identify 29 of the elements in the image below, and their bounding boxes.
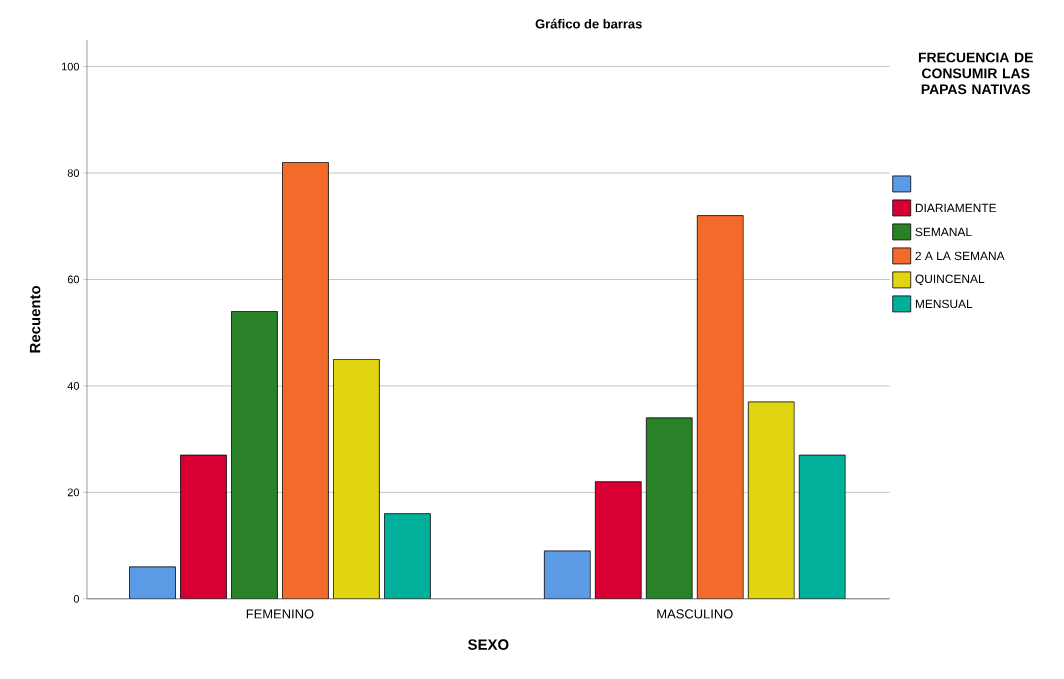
bar xyxy=(231,311,278,599)
bar xyxy=(383,513,431,599)
legend-label: 2 A LA SEMANA xyxy=(915,251,1005,261)
legend-label: QUINCENAL xyxy=(915,274,985,286)
y-tick-label: 0 xyxy=(73,595,80,603)
y-tick-label: 80 xyxy=(67,169,80,178)
y-tick-label: 100 xyxy=(62,62,80,71)
legend-label: SEMANAL xyxy=(915,227,972,237)
y-tick-label: 60 xyxy=(67,275,80,284)
y-axis-title: Recuento xyxy=(29,286,41,353)
y-tick-label: 20 xyxy=(67,488,80,497)
bar xyxy=(333,359,380,599)
bar xyxy=(645,417,693,599)
bar xyxy=(129,566,176,599)
bar xyxy=(180,454,227,599)
bar xyxy=(747,401,795,599)
legend-label: MENSUAL xyxy=(915,299,973,309)
y-tick-label: 40 xyxy=(67,382,80,390)
x-tick-label: FEMENINO xyxy=(246,609,314,619)
bar xyxy=(696,215,744,599)
x-tick-label: MASCULINO xyxy=(657,609,733,619)
x-axis-title: SEXO xyxy=(468,639,509,650)
bar xyxy=(543,550,591,599)
bar xyxy=(798,454,846,599)
legend-label: DIARIAMENTE xyxy=(915,203,997,213)
legend-title: FRECUENCIA DE CONSUMIR LAS PAPAS NATIVAS xyxy=(918,52,1033,95)
bar xyxy=(594,481,642,599)
chart-title: Gráfico de barras xyxy=(535,18,642,29)
bar xyxy=(282,162,329,599)
